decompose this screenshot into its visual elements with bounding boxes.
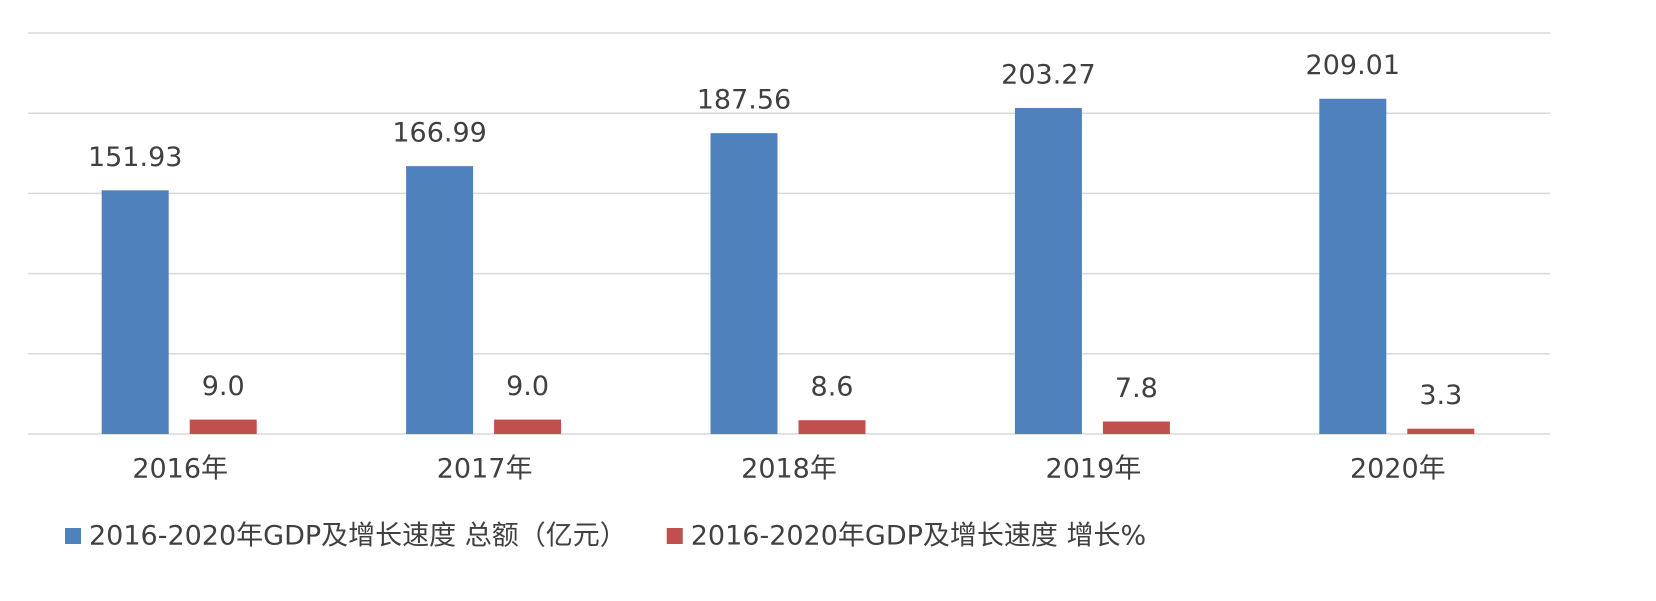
bar — [406, 166, 474, 434]
bar — [494, 419, 562, 434]
legend-swatch — [666, 528, 683, 544]
bar — [1319, 98, 1387, 435]
bar — [1014, 107, 1082, 434]
x-tick-label: 2017年 — [437, 454, 533, 485]
x-tick-label: 2016年 — [132, 454, 228, 485]
bar — [798, 420, 866, 434]
bar — [1102, 421, 1170, 434]
x-tick-label: 2020年 — [1350, 454, 1446, 485]
legend-label: 2016-2020年GDP及增长速度 总额（亿元） — [89, 521, 627, 552]
data-label: 3.3 — [1419, 380, 1462, 411]
x-tick-label: 2018年 — [741, 454, 837, 485]
bar — [101, 190, 169, 434]
bar — [1407, 428, 1475, 434]
data-label: 7.8 — [1115, 373, 1158, 404]
bar — [710, 133, 778, 435]
x-tick-label: 2019年 — [1046, 454, 1142, 485]
data-label: 9.0 — [506, 371, 549, 402]
data-label: 209.01 — [1306, 50, 1400, 81]
data-label: 166.99 — [392, 118, 486, 149]
legend-label: 2016-2020年GDP及增长速度 增长% — [691, 521, 1146, 552]
data-label: 203.27 — [1001, 59, 1095, 90]
data-label: 151.93 — [88, 142, 182, 173]
data-label: 8.6 — [811, 372, 854, 403]
data-label: 187.56 — [697, 85, 791, 116]
bar — [189, 419, 257, 434]
legend-swatch — [65, 528, 81, 544]
data-label: 9.0 — [202, 371, 245, 402]
